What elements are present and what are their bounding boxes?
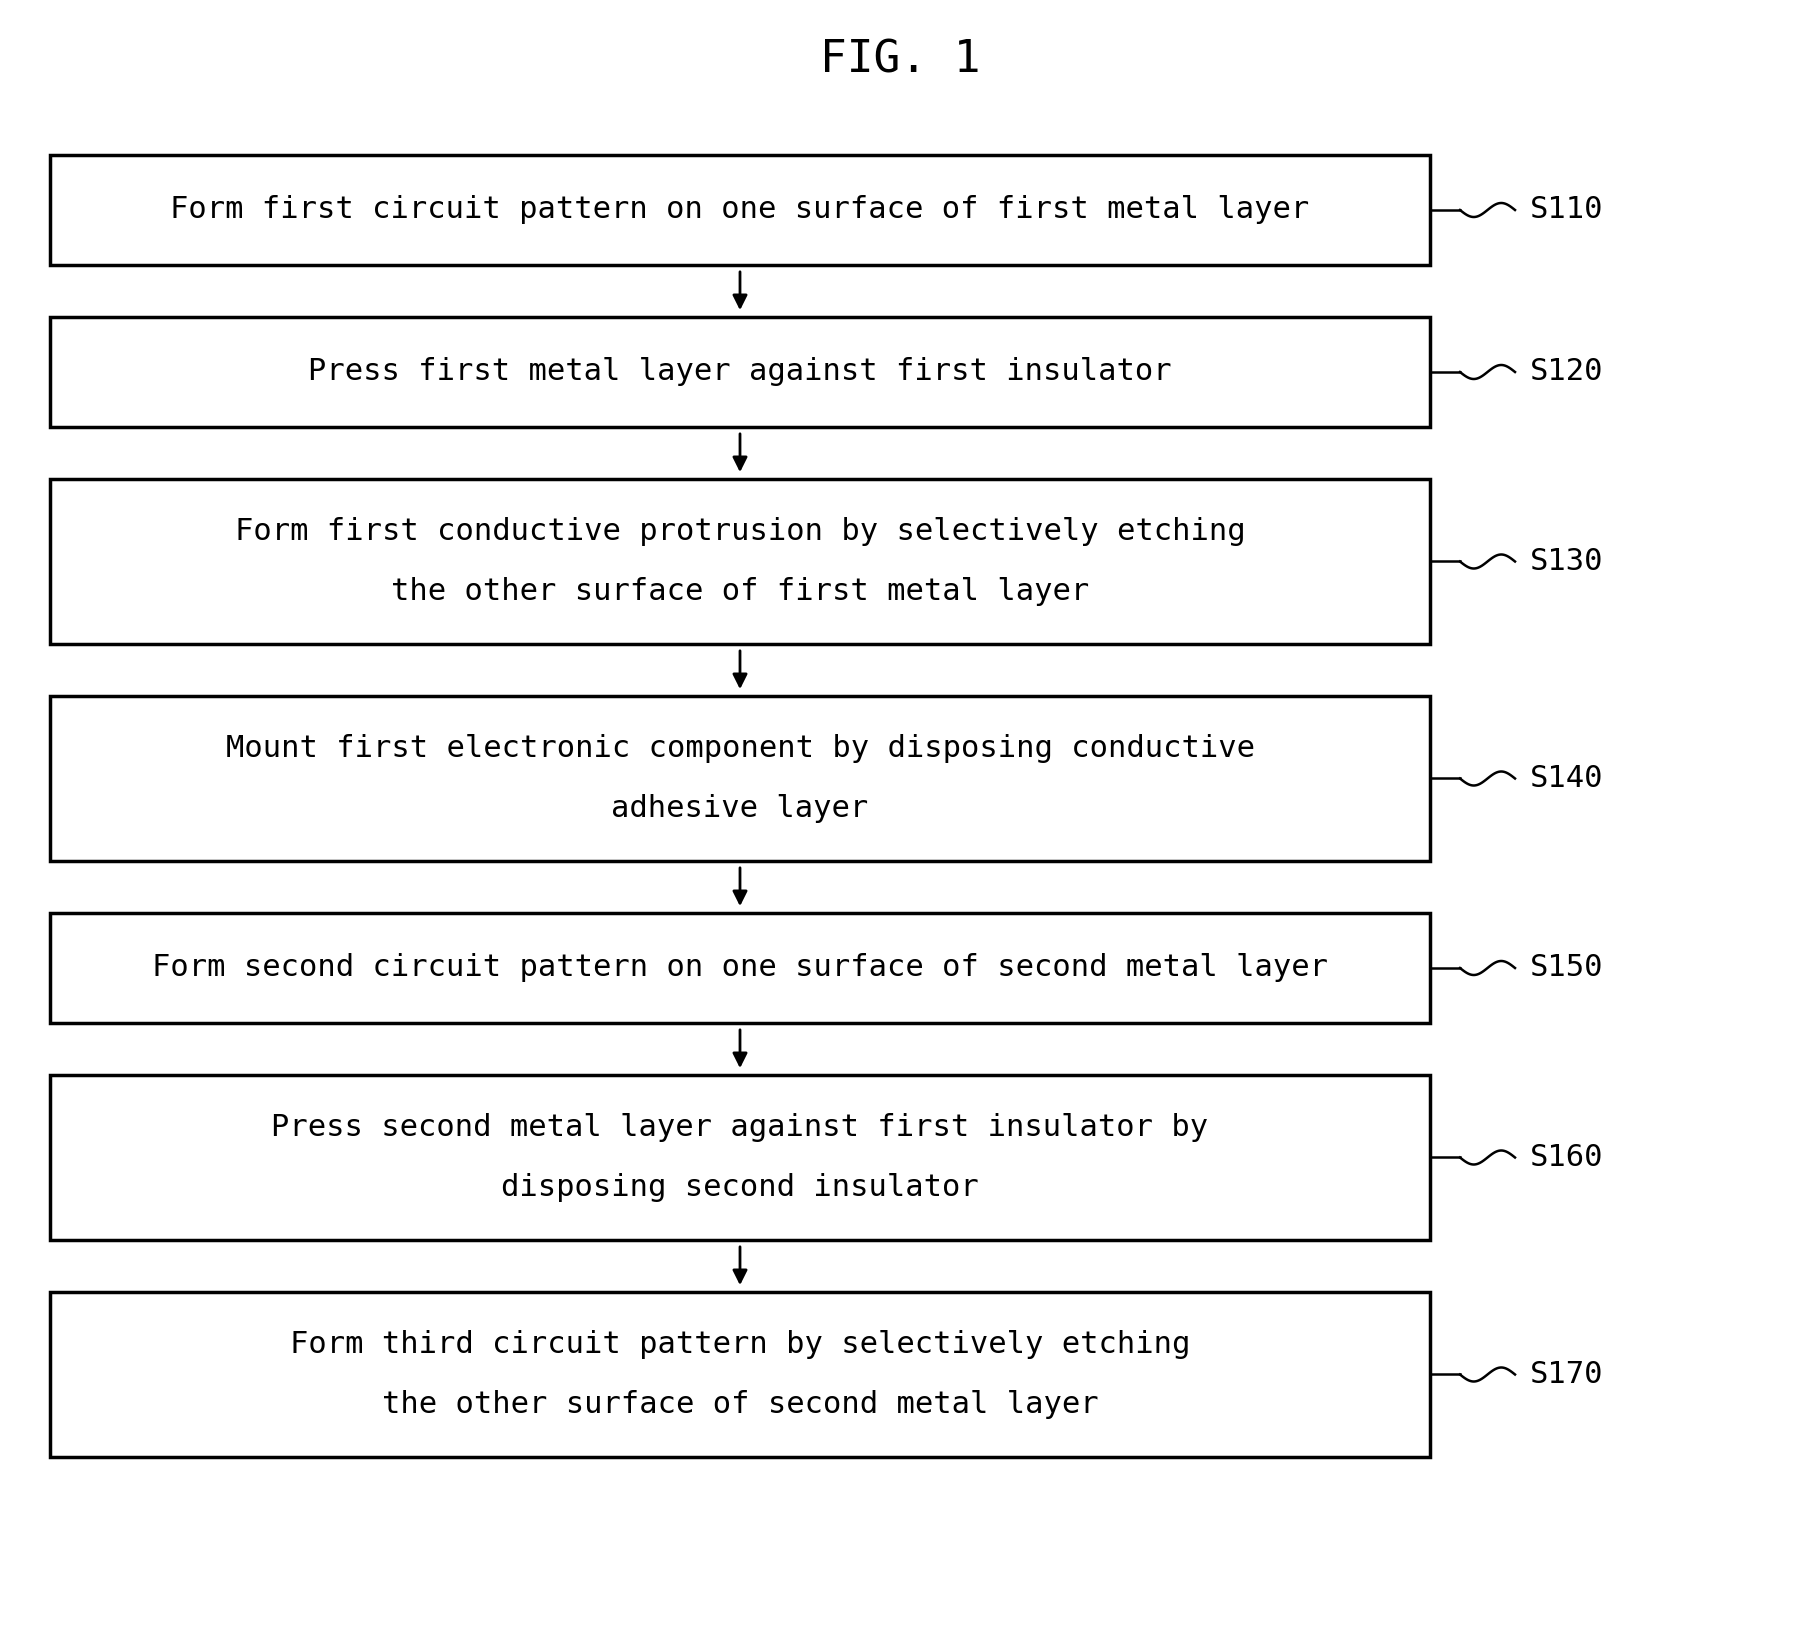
- Text: Form second circuit pattern on one surface of second metal layer: Form second circuit pattern on one surfa…: [151, 954, 1328, 982]
- Text: Press second metal layer against first insulator by: Press second metal layer against first i…: [272, 1113, 1208, 1143]
- Text: disposing second insulator: disposing second insulator: [500, 1172, 979, 1202]
- Bar: [50, 913, 1429, 1023]
- Text: Form first conductive protrusion by selectively etching: Form first conductive protrusion by sele…: [234, 517, 1246, 547]
- Text: Press first metal layer against first insulator: Press first metal layer against first in…: [308, 358, 1172, 386]
- Bar: [50, 1076, 1429, 1240]
- Text: S110: S110: [1530, 195, 1604, 225]
- Text: S170: S170: [1530, 1360, 1604, 1389]
- Text: the other surface of second metal layer: the other surface of second metal layer: [382, 1389, 1098, 1419]
- Text: the other surface of first metal layer: the other surface of first metal layer: [391, 576, 1089, 606]
- Bar: [50, 154, 1429, 264]
- Bar: [50, 479, 1429, 644]
- Text: S140: S140: [1530, 764, 1604, 793]
- Text: Mount first electronic component by disposing conductive: Mount first electronic component by disp…: [225, 734, 1255, 764]
- Text: Form first circuit pattern on one surface of first metal layer: Form first circuit pattern on one surfac…: [171, 195, 1310, 225]
- Text: S120: S120: [1530, 358, 1604, 386]
- Text: Form third circuit pattern by selectively etching: Form third circuit pattern by selectivel…: [290, 1330, 1190, 1360]
- Text: S160: S160: [1530, 1143, 1604, 1172]
- Text: S150: S150: [1530, 954, 1604, 982]
- Bar: [50, 317, 1429, 427]
- Text: adhesive layer: adhesive layer: [612, 793, 869, 823]
- Bar: [50, 696, 1429, 860]
- Text: S130: S130: [1530, 547, 1604, 576]
- Bar: [50, 1292, 1429, 1456]
- Text: FIG. 1: FIG. 1: [819, 38, 981, 82]
